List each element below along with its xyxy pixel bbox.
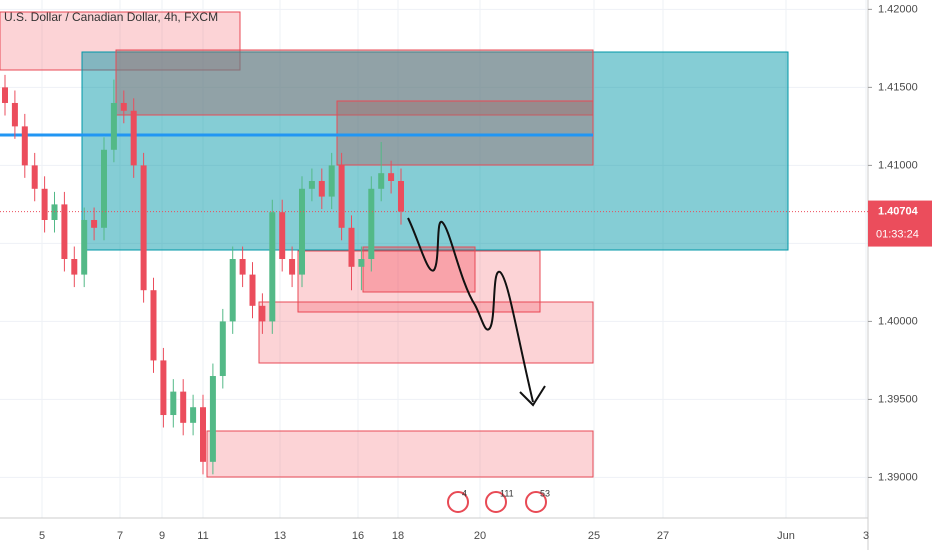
candle-body — [239, 259, 246, 275]
zone — [115, 49, 594, 116]
zone — [0, 11, 241, 71]
candle-body — [358, 259, 365, 267]
y-tick-label: 1.42000 — [878, 3, 918, 15]
candle-body — [81, 219, 88, 275]
drawings — [0, 11, 789, 478]
candle-body — [368, 188, 375, 259]
y-tick-label: 1.41500 — [878, 81, 918, 93]
x-tick-label: 7 — [117, 530, 123, 542]
countdown: 01:33:24 — [876, 228, 919, 240]
y-tick-label: 1.40000 — [878, 315, 918, 327]
chart-title: U.S. Dollar / Canadian Dollar, 4h, FXCM — [4, 10, 218, 24]
candle-body — [190, 407, 197, 423]
last-price-box — [868, 200, 932, 247]
x-tick-label: 27 — [657, 530, 669, 542]
x-tick-label: 20 — [474, 530, 486, 542]
candle-body — [378, 173, 385, 189]
candle-body — [150, 290, 157, 361]
candle-body — [328, 165, 335, 197]
event-count: 53 — [540, 488, 550, 498]
x-tick-label: 5 — [39, 530, 45, 542]
x-tick-label: 18 — [392, 530, 404, 542]
x-tick-label: Jun — [777, 530, 795, 542]
event-icon — [485, 491, 507, 513]
candle-body — [219, 321, 226, 377]
candle-body — [101, 149, 107, 228]
zone — [258, 301, 594, 364]
candle-body — [229, 259, 236, 322]
zone — [362, 246, 476, 293]
y-tick-label: 1.39500 — [878, 393, 918, 405]
candle-body — [110, 102, 117, 150]
candle-body — [348, 227, 355, 267]
candle-body — [209, 376, 216, 462]
candle-body — [200, 407, 206, 462]
candle-body — [318, 180, 325, 197]
x-tick-label: 25 — [588, 530, 600, 542]
y-tick-label: 1.39000 — [878, 471, 918, 483]
zone — [81, 51, 789, 251]
event-icons: 4 111 53 — [447, 488, 550, 513]
candle-body — [120, 102, 127, 111]
candle-body — [41, 188, 48, 220]
event-icon — [447, 491, 469, 513]
candle-body — [308, 180, 315, 189]
candle-body — [51, 204, 58, 220]
candle-body — [338, 165, 345, 228]
arrow — [407, 217, 546, 407]
candle-body — [160, 360, 167, 416]
candle-body — [289, 259, 296, 275]
x-tick-label: 13 — [274, 530, 286, 542]
grid — [0, 0, 868, 518]
x-tick-label: 11 — [197, 530, 208, 542]
event-count: 4 — [462, 488, 467, 498]
candle-body — [91, 219, 98, 228]
x-tick-label: 3 — [863, 530, 869, 542]
candle-body — [71, 259, 78, 275]
candle-body — [130, 110, 137, 166]
candle-body — [279, 212, 286, 259]
candle-body — [31, 165, 38, 189]
last-price-label: 1.40704 — [878, 205, 919, 217]
x-tick-label: 9 — [159, 530, 165, 542]
candle-body — [388, 173, 395, 181]
candle-body — [180, 391, 187, 423]
candle-body — [269, 212, 276, 322]
candle-body — [140, 165, 147, 291]
event-count: 111 — [500, 488, 514, 498]
candle-body — [249, 274, 256, 306]
zone — [206, 430, 594, 478]
candle-body — [61, 204, 68, 259]
zone — [336, 100, 594, 166]
candle-body — [299, 188, 305, 275]
candle-body — [170, 391, 177, 416]
candle-body — [2, 87, 8, 103]
x-tick-label: 16 — [352, 530, 364, 542]
candle-body — [259, 305, 266, 322]
y-tick-label: 1.41000 — [878, 159, 918, 171]
candle-body — [21, 126, 28, 166]
event-icon — [525, 491, 547, 513]
candle-body — [11, 102, 18, 127]
candle-body — [398, 180, 404, 212]
